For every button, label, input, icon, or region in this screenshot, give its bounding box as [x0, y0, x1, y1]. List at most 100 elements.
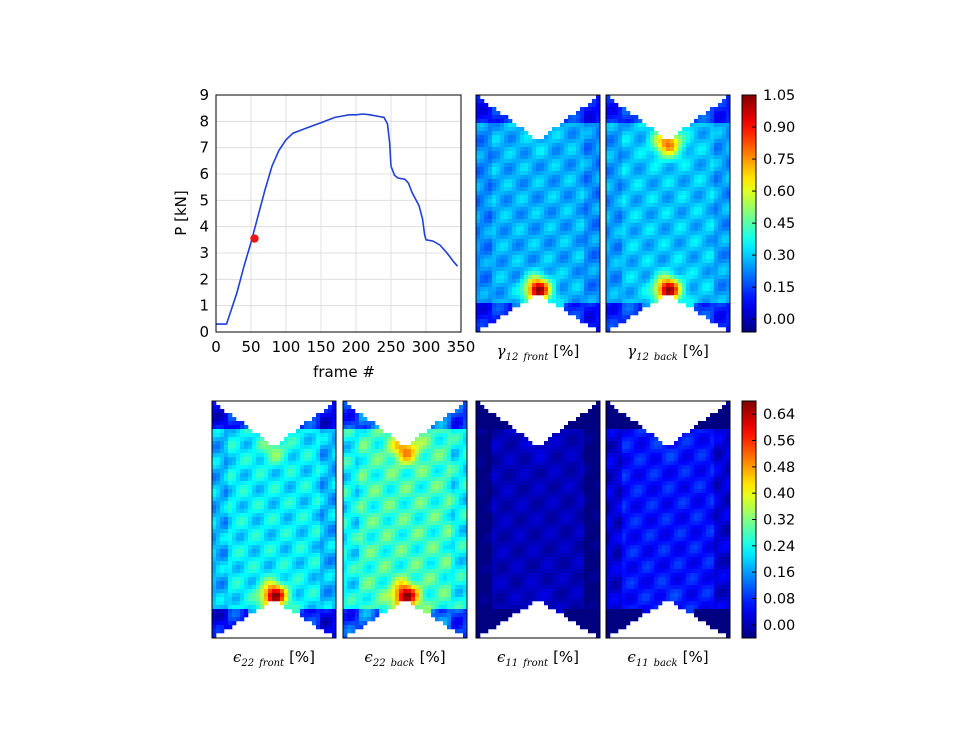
heatmap-cell: [476, 243, 481, 248]
heatmap-cell: [328, 581, 333, 586]
heatmap-cell: [316, 441, 321, 446]
heatmap-cell: [618, 107, 623, 112]
heatmap-cell: [556, 295, 561, 300]
heatmap-cell: [236, 437, 241, 442]
heatmap-cell: [536, 159, 541, 164]
heatmap-cell: [276, 449, 281, 454]
heatmap-cell: [646, 271, 651, 276]
heatmap-cell: [626, 123, 631, 128]
heatmap-cell: [332, 505, 336, 510]
heatmap-cell: [443, 461, 448, 466]
heatmap-cell: [276, 485, 281, 490]
heatmap-cell: [359, 453, 364, 458]
heatmap-cell: [544, 271, 549, 276]
heatmap-cell: [212, 621, 217, 626]
heatmap-cell: [556, 231, 561, 236]
heatmap-cell: [606, 155, 611, 160]
heatmap-cell: [268, 581, 273, 586]
heatmap-cell: [488, 159, 493, 164]
heatmap-cell: [415, 469, 420, 474]
heatmap-cell: [288, 437, 293, 442]
heatmap-cell: [264, 449, 269, 454]
heatmap-cell: [244, 509, 249, 514]
heatmap-cell: [706, 251, 711, 256]
heatmap-cell: [626, 163, 631, 168]
heatmap-cell: [710, 155, 715, 160]
heatmap-cell: [496, 163, 501, 168]
heatmap-cell: [383, 445, 388, 450]
heatmap-cell: [324, 481, 329, 486]
heatmap-cell: [576, 159, 581, 164]
heatmap-cell: [224, 513, 229, 518]
heatmap-cell: [592, 135, 597, 140]
heatmap-cell: [556, 159, 561, 164]
heatmap-cell: [642, 251, 647, 256]
heatmap-cell: [580, 299, 585, 304]
heatmap-cell: [308, 617, 313, 622]
heatmap-cell: [646, 131, 651, 136]
heatmap-cell: [626, 111, 631, 116]
heatmap-cell: [702, 299, 707, 304]
heatmap-cell: [634, 163, 639, 168]
line-plot-frame: [215, 94, 462, 333]
heatmap-cell: [694, 291, 699, 296]
heatmap-cell: [228, 453, 233, 458]
heatmap-cell: [508, 263, 513, 268]
heatmap-cell: [618, 203, 623, 208]
heatmap-cell: [690, 235, 695, 240]
heatmap-cell: [504, 155, 509, 160]
heatmap-cell: [528, 283, 533, 288]
heatmap-cell: [596, 223, 600, 228]
heatmap-cell: [580, 247, 585, 252]
heatmap-cell: [328, 609, 333, 614]
heatmap-cell: [702, 191, 707, 196]
heatmap-cell: [698, 295, 703, 300]
heatmap-cell: [264, 477, 269, 482]
heatmap-cell: [662, 159, 667, 164]
heatmap-cell: [244, 549, 249, 554]
heatmap-cell: [576, 211, 581, 216]
heatmap-cell: [451, 461, 456, 466]
heatmap-cell: [308, 593, 313, 598]
heatmap-cell: [626, 195, 631, 200]
heatmap-cell: [480, 227, 485, 232]
heatmap-cell: [484, 159, 489, 164]
heatmap-cell: [328, 469, 333, 474]
heatmap-cell: [606, 139, 611, 144]
heatmap-cell: [540, 191, 545, 196]
heatmap-cell: [312, 497, 317, 502]
heatmap-cell: [488, 263, 493, 268]
heatmap-cell: [654, 195, 659, 200]
heatmap-cell: [343, 461, 348, 466]
heatmap-cell: [544, 171, 549, 176]
heatmap-cell: [548, 231, 553, 236]
heatmap-cell: [682, 183, 687, 188]
heatmap-cell: [324, 457, 329, 462]
heatmap-cell: [618, 227, 623, 232]
heatmap-cell: [524, 147, 529, 152]
heatmap-cell: [260, 513, 265, 518]
heatmap-cell: [296, 505, 301, 510]
heatmap-cell: [312, 565, 317, 570]
heatmap-cell: [520, 131, 525, 136]
heatmap-cell: [240, 493, 245, 498]
heatmap-cell: [654, 191, 659, 196]
heatmap-cell: [476, 251, 481, 256]
heatmap-cell: [524, 227, 529, 232]
heatmap-cell: [646, 247, 651, 252]
heatmap-cell: [618, 195, 623, 200]
heatmap-cell: [606, 311, 611, 316]
heatmap-cell: [540, 163, 545, 168]
heatmap-cell: [423, 433, 428, 438]
heatmap-cell: [308, 449, 313, 454]
heatmap-cell: [439, 449, 444, 454]
heatmap-cell: [686, 243, 691, 248]
heatmap-cell: [447, 425, 452, 430]
heatmap-cell: [228, 437, 233, 442]
heatmap-cell: [308, 565, 313, 570]
heatmap-cell: [484, 283, 489, 288]
heatmap-cell: [580, 271, 585, 276]
heatmap-cell: [610, 103, 615, 108]
heatmap-cell: [564, 267, 569, 272]
heatmap-cell: [240, 441, 245, 446]
